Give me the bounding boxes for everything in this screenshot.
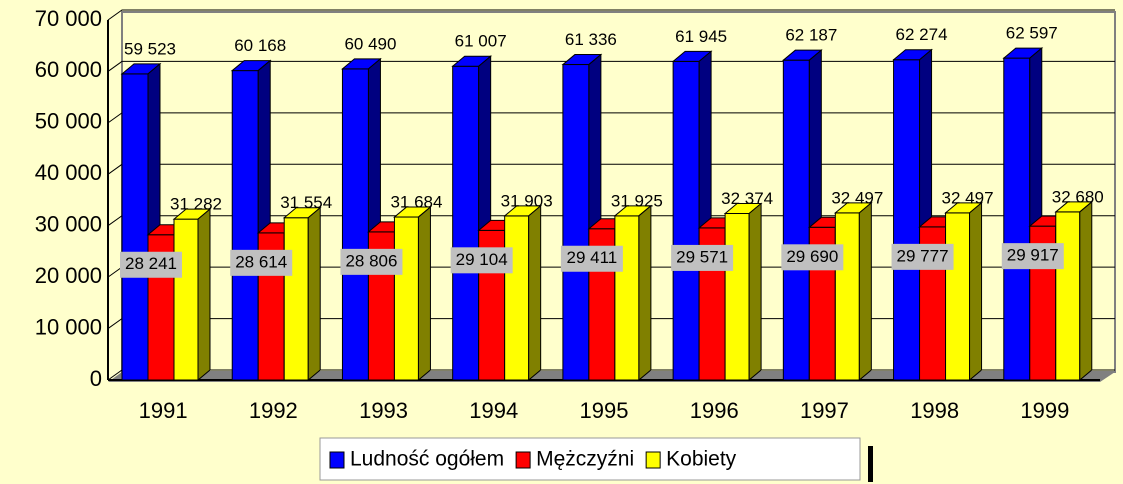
data-label: 29 917 [1007, 246, 1059, 265]
y-tick-label: 10 000 [35, 314, 102, 339]
y-tick-label: 30 000 [35, 212, 102, 237]
data-label: 62 597 [1006, 24, 1058, 43]
data-label: 31 554 [280, 193, 332, 212]
data-label-box [891, 243, 954, 270]
data-label: 31 903 [501, 191, 553, 210]
data-label: 28 241 [125, 254, 177, 273]
y-tick-label: 60 000 [35, 57, 102, 82]
data-label-box [781, 244, 844, 271]
bar [452, 65, 480, 381]
bar [893, 59, 921, 381]
bar [614, 215, 640, 381]
bar-side [1079, 200, 1093, 382]
data-label-box [1001, 243, 1064, 270]
data-label: 59 523 [124, 39, 176, 58]
x-tick-label: 1996 [690, 398, 739, 423]
data-label: 31 684 [390, 193, 442, 212]
data-label: 29 777 [897, 246, 949, 265]
data-label: 28 614 [235, 252, 287, 271]
y-tick-label: 20 000 [35, 263, 102, 288]
data-label-box [450, 247, 513, 274]
bar [283, 217, 309, 381]
grid-line [107, 9, 1115, 21]
data-label: 29 571 [676, 247, 728, 266]
data-label: 32 374 [721, 189, 773, 208]
bar [173, 218, 199, 381]
bar-side [638, 204, 652, 382]
data-label: 31 282 [170, 195, 222, 214]
x-tick-label: 1991 [139, 398, 188, 423]
x-tick-label: 1999 [1020, 398, 1069, 423]
bar [393, 216, 419, 381]
data-label: 60 168 [234, 36, 286, 55]
x-tick-label: 1997 [800, 398, 849, 423]
bar-side [197, 208, 211, 382]
data-label: 61 336 [565, 30, 617, 49]
legend-swatch [515, 451, 531, 469]
y-tick-label: 50 000 [35, 109, 102, 134]
data-label: 28 806 [345, 251, 397, 270]
bar-side [858, 201, 872, 382]
bar [945, 212, 971, 381]
cursor [868, 446, 873, 482]
bar-side [969, 201, 983, 382]
bar [231, 70, 259, 381]
data-label: 29 104 [456, 250, 508, 269]
bar [782, 59, 810, 381]
bar [1003, 57, 1031, 381]
bar [562, 64, 590, 381]
legend-label: Kobiety [666, 448, 737, 471]
legend-label: Mężczyźni [536, 448, 634, 471]
x-tick-label: 1994 [469, 398, 518, 423]
y-tick-label: 70 000 [35, 6, 102, 31]
y-tick-label: 40 000 [35, 160, 102, 185]
data-label: 31 925 [611, 191, 663, 210]
data-label-box [340, 248, 403, 275]
legend-swatch [645, 451, 661, 469]
data-label: 32 497 [831, 188, 883, 207]
bar [834, 212, 860, 381]
data-label: 29 411 [567, 248, 618, 267]
data-label: 62 274 [896, 25, 948, 44]
data-label: 32 680 [1052, 187, 1104, 206]
bar [121, 73, 149, 381]
data-label: 62 187 [785, 26, 837, 45]
x-tick-label: 1992 [249, 398, 298, 423]
data-label: 60 490 [344, 34, 396, 53]
data-label-box [230, 249, 293, 276]
bar-side [528, 204, 542, 382]
data-label: 61 007 [455, 32, 507, 51]
bar [504, 215, 530, 381]
bar [672, 60, 700, 381]
bar [724, 213, 750, 381]
bar [341, 68, 369, 381]
x-tick-label: 1995 [580, 398, 629, 423]
data-label: 32 497 [942, 188, 994, 207]
bar-side [307, 206, 321, 382]
legend-swatch [329, 451, 345, 469]
bar-side [748, 202, 762, 382]
legend-label: Ludność ogółem [350, 448, 504, 471]
data-label-box [671, 244, 734, 271]
data-label-box [120, 251, 182, 278]
legend [319, 437, 861, 481]
data-label-box [560, 245, 623, 272]
y-tick-label: 0 [90, 366, 102, 391]
bar-side [417, 205, 431, 382]
data-label: 29 690 [786, 247, 838, 266]
x-tick-label: 1993 [359, 398, 408, 423]
x-tick-label: 1998 [910, 398, 959, 423]
data-label: 61 945 [675, 27, 727, 46]
bar [1055, 211, 1081, 381]
